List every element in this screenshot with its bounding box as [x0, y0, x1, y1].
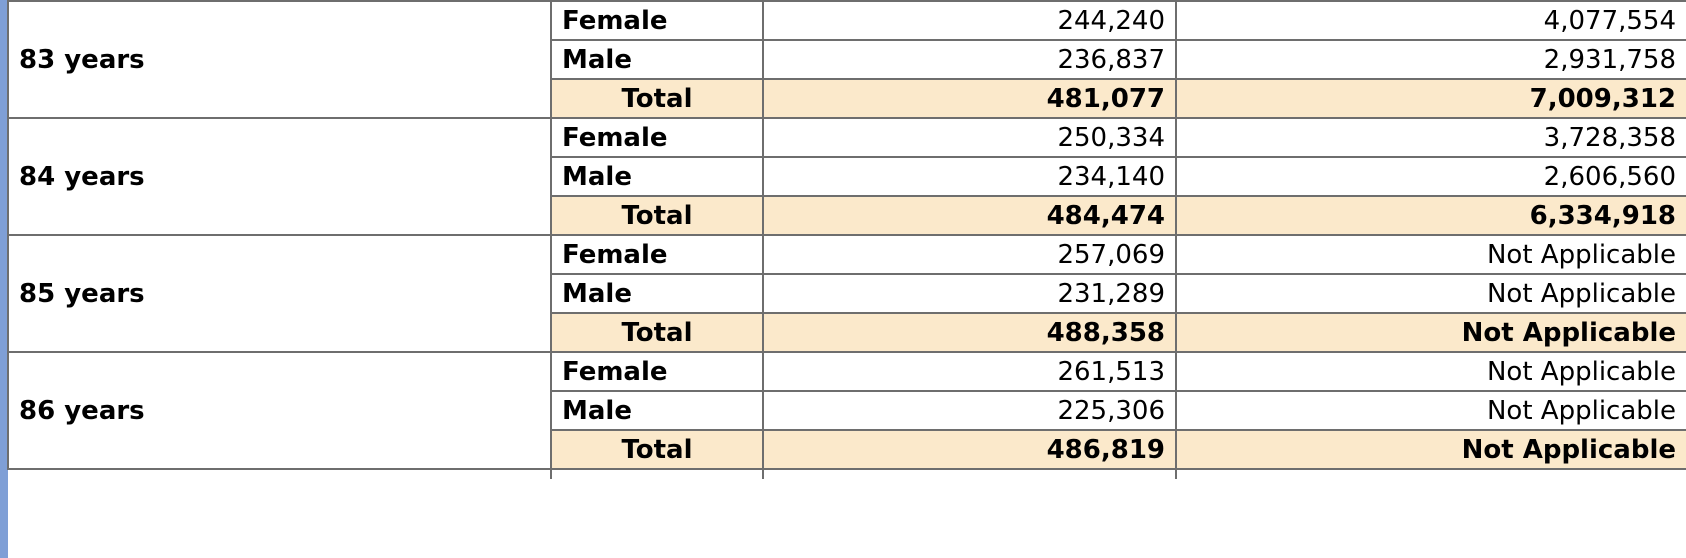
age-group-label: 84 years — [7, 117, 552, 236]
total-value-cell: Not Applicable — [1175, 429, 1686, 470]
total-value-cell: 481,077 — [762, 78, 1177, 119]
value-cell: 234,140 — [762, 156, 1177, 197]
sex-label: Male — [550, 39, 764, 80]
empty-cell — [763, 468, 1177, 479]
empty-cell — [8, 469, 552, 479]
empty-cell — [1176, 468, 1686, 479]
total-value-cell: Not Applicable — [1175, 312, 1686, 353]
value-cell: 231,289 — [762, 273, 1177, 314]
total-value-cell: 484,474 — [762, 195, 1177, 236]
total-row: Total 481,077 7,009,312 — [8, 78, 1686, 119]
age-group-label: 85 years — [7, 234, 552, 353]
table-row: 83 years Female 244,240 4,077,554 — [7, 0, 1686, 119]
table-row: 86 years Female 261,513 Not Applicable — [7, 351, 1686, 470]
value-cell: 2,931,758 — [1175, 39, 1686, 80]
sex-label: Female — [550, 117, 764, 158]
sex-label: Female — [550, 0, 764, 41]
total-label: Total — [550, 429, 764, 470]
age-group-label: 83 years — [7, 0, 552, 119]
value-cell: 250,334 — [762, 117, 1177, 158]
left-border-accent — [0, 0, 8, 558]
total-label: Total — [550, 195, 764, 236]
table-row: Male 231,289 Not Applicable — [8, 273, 1686, 314]
value-cell: Not Applicable — [1175, 234, 1686, 275]
total-label: Total — [550, 312, 764, 353]
value-cell: 261,513 — [762, 351, 1177, 392]
sex-label: Female — [550, 351, 764, 392]
value-cell: 257,069 — [762, 234, 1177, 275]
sex-label: Female — [550, 234, 764, 275]
empty-cell — [551, 468, 764, 479]
total-row: Total 488,358 Not Applicable — [8, 312, 1686, 353]
sex-label: Male — [550, 390, 764, 431]
total-label: Total — [550, 78, 764, 119]
total-row: Total 484,474 6,334,918 — [8, 195, 1686, 236]
value-cell: 244,240 — [762, 0, 1177, 41]
value-cell: 225,306 — [762, 390, 1177, 431]
total-value-cell: 486,819 — [762, 429, 1177, 470]
population-table: 83 years Female 244,240 4,077,554 Male 2… — [7, 0, 1686, 479]
table-row: Male 234,140 2,606,560 — [8, 156, 1686, 197]
sex-label: Male — [550, 156, 764, 197]
sex-label: Male — [550, 273, 764, 314]
table-row: 85 years Female 257,069 Not Applicable — [7, 234, 1686, 353]
total-value-cell: 488,358 — [762, 312, 1177, 353]
table-row-partial — [8, 468, 1686, 479]
table-row: Male 236,837 2,931,758 — [8, 39, 1686, 80]
table-row: 84 years Female 250,334 3,728,358 — [7, 117, 1686, 236]
value-cell: 236,837 — [762, 39, 1177, 80]
age-group-label: 86 years — [7, 351, 552, 470]
value-cell: 4,077,554 — [1175, 0, 1686, 41]
table-row: Male 225,306 Not Applicable — [8, 390, 1686, 431]
total-value-cell: 6,334,918 — [1175, 195, 1686, 236]
value-cell: 2,606,560 — [1175, 156, 1686, 197]
total-row: Total 486,819 Not Applicable — [8, 429, 1686, 470]
value-cell: Not Applicable — [1175, 390, 1686, 431]
value-cell: Not Applicable — [1175, 351, 1686, 392]
total-value-cell: 7,009,312 — [1175, 78, 1686, 119]
value-cell: 3,728,358 — [1175, 117, 1686, 158]
value-cell: Not Applicable — [1175, 273, 1686, 314]
